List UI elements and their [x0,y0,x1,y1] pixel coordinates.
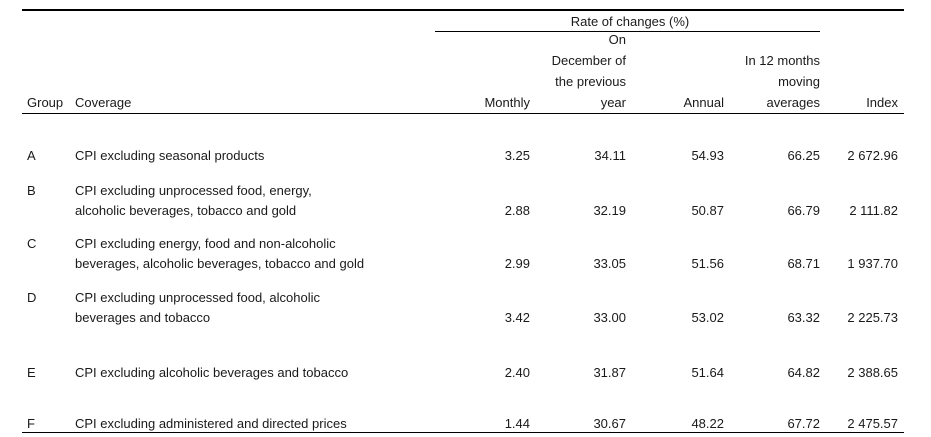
monthly-cell: 1.44 [504,416,530,431]
coverage-cell-line-1: CPI excluding unprocessed food, alcoholi… [75,290,320,305]
annual-cell: 54.93 [691,148,724,163]
coverage-cell: CPI excluding alcoholic beverages and to… [75,365,349,380]
moving-header-line-2: moving [778,74,820,89]
annual-cell: 48.22 [691,416,724,431]
monthly-cell: 3.42 [504,310,530,325]
moving-average-cell: 63.32 [787,310,820,325]
group-cell: D [27,290,37,305]
coverage-header: Coverage [75,95,132,110]
index-cell: 2 672.96 [847,148,898,163]
index-cell: 2 225.73 [847,310,898,325]
index-header: Index [866,95,898,110]
coverage-cell-line-1: CPI excluding energy, food and non-alcoh… [75,236,336,251]
december-cell: 30.67 [593,416,626,431]
december-header-line-2: December of [551,53,626,68]
moving-average-cell: 68.71 [787,256,820,271]
coverage-cell-line-2: beverages and tobacco [75,310,211,325]
moving-header-line-1: In 12 months [744,53,820,68]
header-bottom-rule [22,113,904,114]
coverage-cell-line-2: beverages, alcoholic beverages, tobacco … [75,256,365,271]
index-cell: 2 111.82 [849,203,898,218]
annual-cell: 51.56 [691,256,724,271]
group-cell: F [27,416,35,431]
monthly-cell: 3.25 [504,148,530,163]
monthly-cell: 2.88 [504,203,530,218]
moving-average-cell: 67.72 [787,416,820,431]
group-cell: A [27,148,36,163]
annual-cell: 51.64 [691,365,724,380]
index-cell: 2 475.57 [847,416,898,431]
december-cell: 34.11 [594,148,626,163]
coverage-cell-line-1: CPI excluding unprocessed food, energy, [75,183,312,198]
december-header-line-3: the previous [555,74,626,89]
moving-average-cell: 66.25 [787,148,820,163]
december-cell: 31.87 [593,365,626,380]
rate-group-rule [435,31,820,32]
coverage-cell-line-2: alcoholic beverages, tobacco and gold [75,203,297,218]
monthly-cell: 2.40 [504,365,530,380]
december-cell: 33.05 [593,256,626,271]
moving-average-cell: 64.82 [787,365,820,380]
december-header-line-1: On [608,32,626,47]
group-cell: B [27,183,36,198]
group-cell: C [27,236,37,251]
top-rule [22,9,904,11]
monthly-cell: 2.99 [504,256,530,271]
group-cell: E [27,365,36,380]
moving-header-line-3: averages [766,95,820,110]
annual-cell: 50.87 [691,203,724,218]
coverage-cell: CPI excluding seasonal products [75,148,265,163]
index-cell: 1 937.70 [847,256,898,271]
index-cell: 2 388.65 [847,365,898,380]
annual-header: Annual [683,95,724,110]
annual-cell: 53.02 [691,310,724,325]
december-cell: 32.19 [593,203,626,218]
group-header: Group [27,95,64,110]
rate-of-changes-header: Rate of changes (%) [570,14,690,29]
december-cell: 33.00 [593,310,626,325]
bottom-rule [22,432,904,433]
coverage-cell: CPI excluding administered and directed … [75,416,347,431]
moving-average-cell: 66.79 [787,203,820,218]
december-header-line-4: year [600,95,626,110]
monthly-header: Monthly [484,95,530,110]
